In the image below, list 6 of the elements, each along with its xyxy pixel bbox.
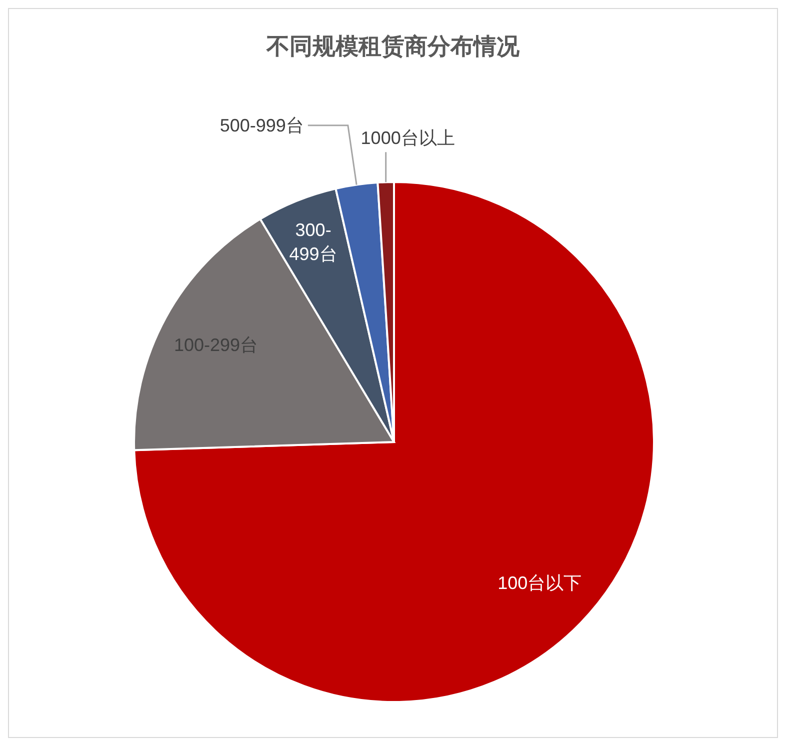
slice-label: 500-999台: [220, 115, 304, 136]
chart-title: 不同规模租赁商分布情况: [265, 32, 520, 61]
slice-label: 1000台以上: [360, 128, 455, 148]
slice-label: 100台以下: [498, 573, 582, 594]
slice-label: 300-499台: [289, 220, 338, 264]
pie-slice: [133, 181, 655, 703]
